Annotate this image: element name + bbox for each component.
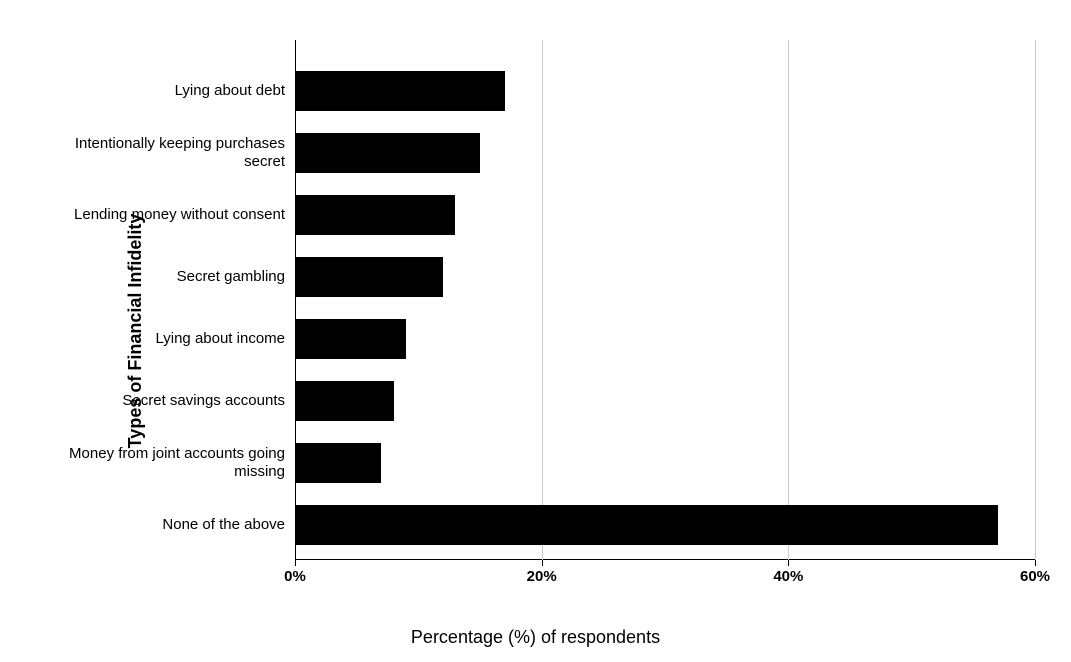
x-tick-mark (1035, 560, 1036, 566)
x-axis-title: Percentage (%) of respondents (411, 627, 660, 648)
bar-label: Lying about debt (65, 82, 295, 100)
x-tick-mark (542, 560, 543, 566)
bar (295, 195, 455, 235)
bar (295, 381, 394, 421)
x-tick-mark (295, 560, 296, 566)
bar (295, 319, 406, 359)
bar-row: Intentionally keeping purchases secret (295, 133, 1035, 173)
bar-row: None of the above (295, 505, 1035, 545)
bar-label: Lying about income (65, 330, 295, 348)
chart-container: Types of Financial Infidelity Percentage… (0, 0, 1071, 662)
x-tick-mark (788, 560, 789, 566)
x-tick-label: 20% (527, 568, 557, 585)
x-axis-line (295, 559, 1035, 560)
bar-row: Lying about income (295, 319, 1035, 359)
bar-row: Secret gambling (295, 257, 1035, 297)
bar-row: Money from joint accounts going missing (295, 443, 1035, 483)
bar-label: Money from joint accounts going missing (65, 445, 295, 481)
gridline (1035, 40, 1036, 560)
plot-area: 0%20%40%60%Lying about debtIntentionally… (295, 40, 1035, 560)
bar (295, 257, 443, 297)
bar (295, 71, 505, 111)
bar-row: Secret savings accounts (295, 381, 1035, 421)
x-tick-label: 0% (284, 568, 306, 585)
bar (295, 505, 998, 545)
bar (295, 443, 381, 483)
bar-label: Secret gambling (65, 268, 295, 286)
x-tick-label: 60% (1020, 568, 1050, 585)
bar (295, 133, 480, 173)
bar-label: Lending money without consent (65, 206, 295, 224)
bar-row: Lending money without consent (295, 195, 1035, 235)
x-tick-label: 40% (773, 568, 803, 585)
bar-label: None of the above (65, 516, 295, 534)
bar-label: Secret savings accounts (65, 392, 295, 410)
bar-label: Intentionally keeping purchases secret (65, 135, 295, 171)
bar-row: Lying about debt (295, 71, 1035, 111)
